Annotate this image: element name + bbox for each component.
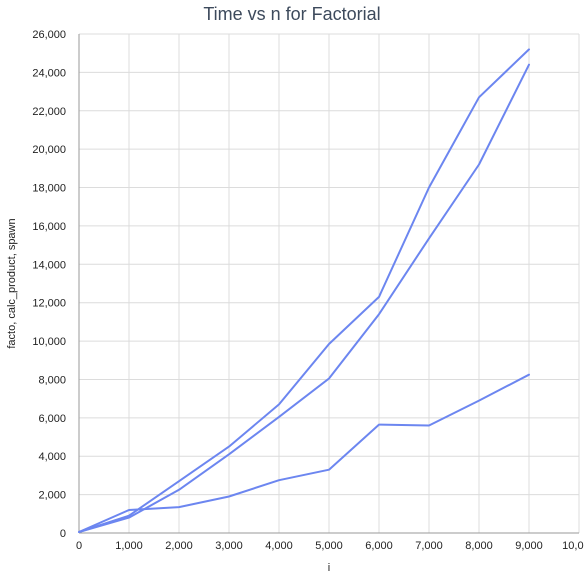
y-tick-label: 6,000: [38, 413, 66, 425]
axes: 0 1,000 2,000 3,000 4,000 5,000 6,000 7,000 8,00…: [32, 29, 584, 552]
x-tick-label: 10,000: [562, 540, 584, 552]
series-line-2: [78, 63, 530, 533]
series-line-3: [78, 373, 530, 533]
series-lines: [78, 48, 530, 533]
y-tick-label: 22,000: [32, 106, 66, 118]
x-tick-label: 3,000: [215, 540, 243, 552]
y-tick-label: 14,000: [32, 259, 66, 271]
series-line-1: [78, 48, 530, 533]
x-tick-label: 8,000: [465, 540, 493, 552]
y-tick-label: 18,000: [32, 183, 66, 195]
y-tick-label: 2,000: [38, 490, 66, 502]
x-tick-label: 0: [76, 540, 82, 552]
y-tick-label: 12,000: [32, 298, 66, 310]
y-tick-label: 20,000: [32, 144, 66, 156]
y-tick-label: 24,000: [32, 67, 66, 79]
x-tick-label: 1,000: [115, 540, 143, 552]
y-tick-label: 0: [60, 528, 66, 540]
y-tick-label: 8,000: [38, 374, 66, 386]
y-tick-label: 16,000: [32, 221, 66, 233]
y-tick-label: 10,000: [32, 336, 66, 348]
chart-title: Time vs n for Factorial: [203, 4, 381, 24]
x-axis-label: i: [328, 562, 330, 574]
x-tick-label: 6,000: [365, 540, 393, 552]
y-axis-label: facto, calc_product, spawn: [6, 218, 18, 348]
grid: [78, 33, 580, 534]
y-tick-label: 26,000: [32, 29, 66, 41]
x-tick-label: 5,000: [315, 540, 343, 552]
axis-labels: i facto, calc_product, spawn: [6, 218, 330, 574]
y-tick-label: 4,000: [38, 451, 66, 463]
x-tick-label: 2,000: [165, 540, 193, 552]
x-tick-label: 9,000: [515, 540, 543, 552]
x-tick-label: 4,000: [265, 540, 293, 552]
x-tick-label: 7,000: [415, 540, 443, 552]
